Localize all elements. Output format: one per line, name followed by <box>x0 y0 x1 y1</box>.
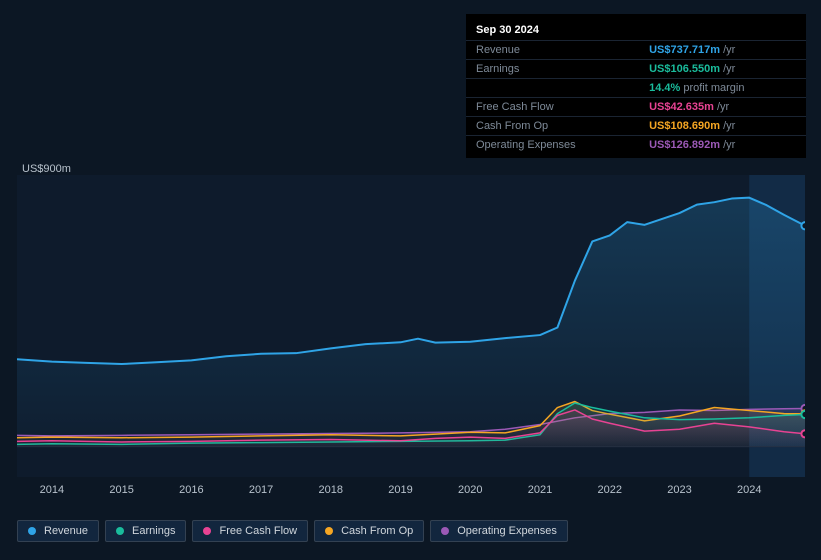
x-axis: 2014 2015 2016 2017 2018 2019 2020 2021 2022 2023… <box>17 484 805 500</box>
legend-dot-icon <box>28 527 36 535</box>
tooltip-date: Sep 30 2024 <box>466 18 806 40</box>
legend-item[interactable]: Operating Expenses <box>430 520 568 542</box>
x-axis-label: 2019 <box>388 484 412 496</box>
tooltip-row-value: US$126.892m /yr <box>639 136 806 155</box>
legend-dot-icon <box>325 527 333 535</box>
tooltip-row-value: US$108.690m /yr <box>639 117 806 136</box>
tooltip-row-label: Free Cash Flow <box>466 98 639 117</box>
x-axis-label: 2020 <box>458 484 482 496</box>
tooltip-table: RevenueUS$737.717m /yrEarningsUS$106.550… <box>466 40 806 154</box>
tooltip-row-value: US$737.717m /yr <box>639 41 806 60</box>
financials-area-chart <box>17 175 805 477</box>
x-axis-label: 2021 <box>528 484 552 496</box>
legend-item[interactable]: Earnings <box>105 520 186 542</box>
legend-label: Cash From Op <box>341 525 413 537</box>
legend-dot-icon <box>203 527 211 535</box>
legend-item[interactable]: Revenue <box>17 520 99 542</box>
legend-item[interactable]: Free Cash Flow <box>192 520 308 542</box>
legend-item[interactable]: Cash From Op <box>314 520 424 542</box>
x-axis-label: 2014 <box>40 484 64 496</box>
legend-label: Free Cash Flow <box>219 525 297 537</box>
tooltip-row-label: Earnings <box>466 60 639 79</box>
x-axis-label: 2022 <box>597 484 621 496</box>
x-axis-label: 2017 <box>249 484 273 496</box>
x-axis-label: 2024 <box>737 484 761 496</box>
tooltip-row-label <box>466 79 639 98</box>
y-axis-label: US$900m <box>22 163 71 175</box>
x-axis-label: 2016 <box>179 484 203 496</box>
legend-dot-icon <box>116 527 124 535</box>
x-axis-label: 2018 <box>319 484 343 496</box>
tooltip-row-value: US$106.550m /yr <box>639 60 806 79</box>
chart-legend: Revenue Earnings Free Cash Flow Cash From O… <box>17 520 568 542</box>
legend-dot-icon <box>441 527 449 535</box>
x-axis-label: 2023 <box>667 484 691 496</box>
x-axis-label: 2015 <box>109 484 133 496</box>
legend-label: Earnings <box>132 525 175 537</box>
legend-label: Revenue <box>44 525 88 537</box>
tooltip-row-value: US$42.635m /yr <box>639 98 806 117</box>
tooltip-row-value: 14.4% profit margin <box>639 79 806 98</box>
tooltip-row-label: Revenue <box>466 41 639 60</box>
tooltip-row-label: Cash From Op <box>466 117 639 136</box>
legend-label: Operating Expenses <box>457 525 557 537</box>
chart-tooltip: Sep 30 2024 RevenueUS$737.717m /yrEarnin… <box>466 14 806 158</box>
tooltip-row-label: Operating Expenses <box>466 136 639 155</box>
